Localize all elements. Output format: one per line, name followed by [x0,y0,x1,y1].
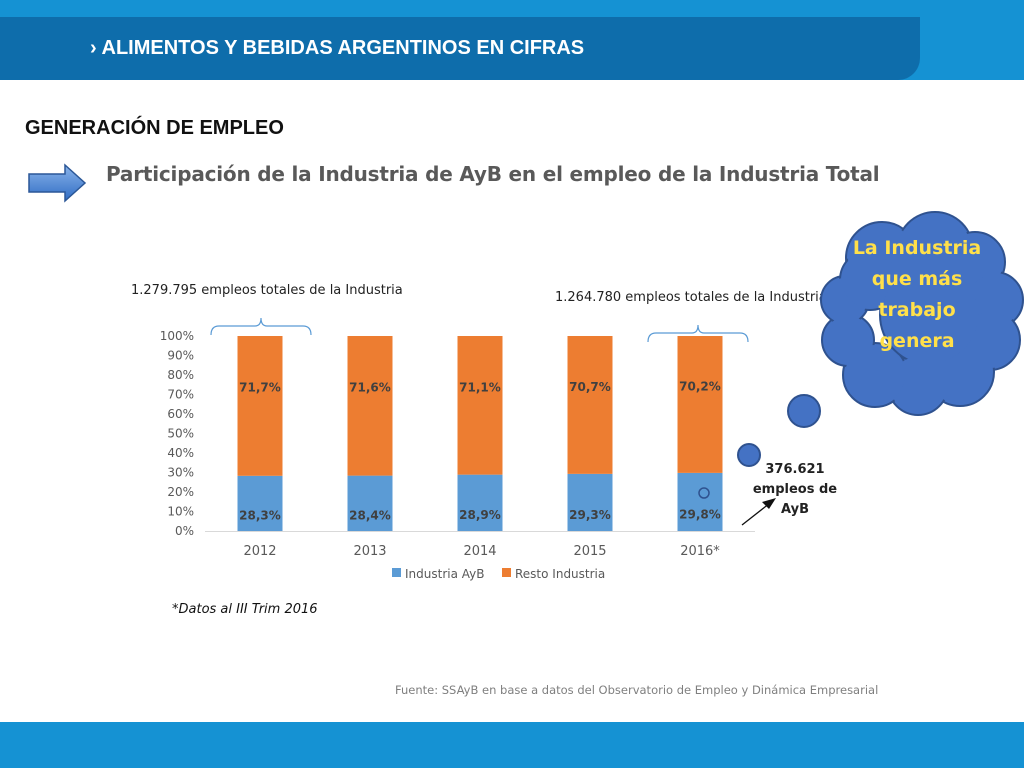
chart-subtitle: Participación de la Industria de AyB en … [106,162,880,186]
cloud-text: La Industria que más trabajo genera [852,237,982,352]
bar-resto-1 [347,336,393,476]
y-tick-label: 30% [167,466,194,480]
y-tick-label: 0% [175,524,194,538]
legend-swatch-1 [502,568,511,577]
header-bar [0,17,920,80]
legend-label-0: Industria AyB [405,567,485,581]
y-tick-label: 50% [167,427,194,441]
header-title: › ALIMENTOS Y BEBIDAS ARGENTINOS EN CIFR… [90,37,584,60]
total-employment-2016: 1.264.780 empleos totales de la Industri… [555,290,827,305]
data-label: 29,3% [569,508,611,522]
brace-2016 [647,324,749,343]
footer-bar [0,722,1024,768]
cloud-fill [824,316,872,364]
x-tick-label: 2012 [243,544,276,559]
cloud-fill [969,274,1021,326]
pointer-arrow-head [762,498,776,509]
bar-ayb-1 [347,475,393,531]
data-label: 28,9% [459,508,501,522]
source-note: Fuente: SSAyB en base a datos del Observ… [395,683,879,697]
x-tick-label: 2015 [573,544,606,559]
y-tick-label: 80% [167,368,194,382]
x-tick-label: 2016* [680,544,720,559]
section-title: GENERACIÓN DE EMPLEO [25,117,284,139]
data-label: 71,7% [239,381,281,395]
bar-resto-4 [677,336,723,473]
header-title-text: ALIMENTOS Y BEBIDAS ARGENTINOS EN CIFRAS [101,37,585,59]
thought-bubble-large [787,394,821,428]
data-label: 71,1% [459,380,501,394]
bar-resto-3 [567,336,613,474]
data-label: 70,7% [569,380,611,394]
chevron-right-icon: › [90,37,97,59]
bar-ayb-3 [567,473,613,531]
thought-bubble-small [737,443,761,467]
y-tick-label: 20% [167,485,194,499]
x-tick-label: 2014 [463,544,496,559]
legend-swatch-0 [392,568,401,577]
total-employment-2012: 1.279.795 empleos totales de la Industri… [131,283,403,298]
right-arrow-icon [28,163,87,203]
bar-ayb-4 [677,472,723,531]
y-tick-label: 70% [167,388,194,402]
y-tick-label: 90% [167,349,194,363]
brace-2012 [210,317,312,336]
bar-resto-0 [237,336,283,476]
data-label: 70,2% [679,380,721,394]
data-label: 71,6% [349,381,391,395]
y-tick-label: 60% [167,407,194,421]
data-label: 28,4% [349,508,391,522]
legend-label-1: Resto Industria [515,567,605,581]
data-label: 28,3% [239,509,281,523]
footnote: *Datos al III Trim 2016 [172,602,318,617]
x-tick-label: 2013 [353,544,386,559]
y-tick-label: 100% [160,329,194,343]
bar-ayb-0 [237,475,283,531]
pointer-arrow-line [741,502,771,526]
cloud-fill [842,252,898,308]
bar-resto-2 [457,336,503,475]
thought-bubble-tiny [698,487,710,499]
y-tick-label: 10% [167,505,194,519]
y-tick-label: 40% [167,446,194,460]
ayb-employment-note: 376.621 empleos de AyB [752,462,838,517]
data-label: 29,8% [679,508,721,522]
bar-ayb-2 [457,474,503,531]
cloud-fill [882,267,978,363]
